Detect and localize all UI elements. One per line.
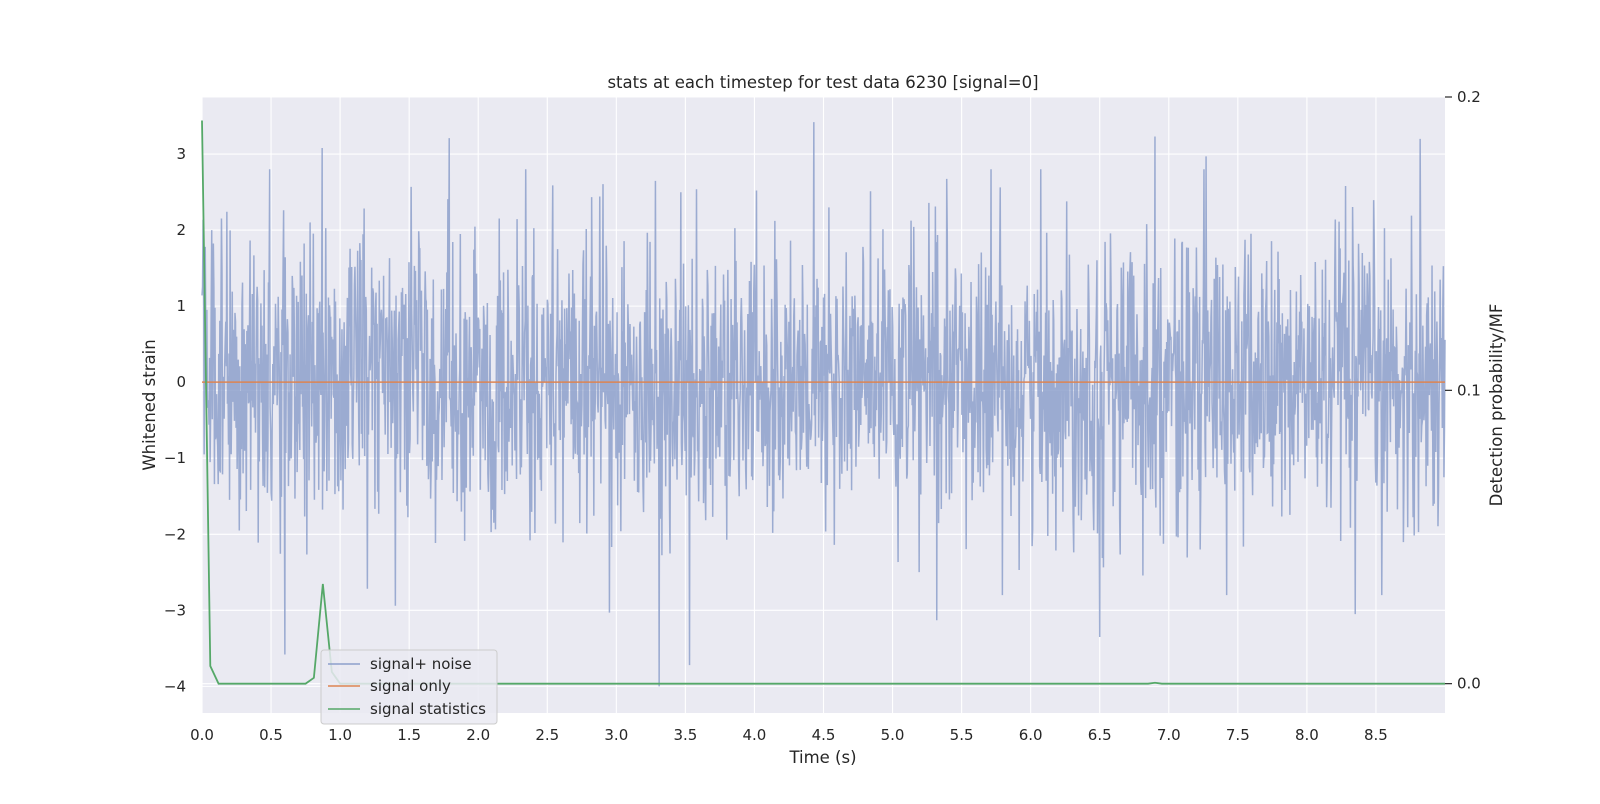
y-tick-label-6: −3 bbox=[164, 601, 186, 619]
x-tick-label-0: 0.0 bbox=[190, 726, 214, 744]
y2-tick-label-2: 0.0 bbox=[1457, 675, 1481, 693]
y-tick-label-0: 3 bbox=[176, 145, 186, 163]
y-tick-label-5: −2 bbox=[164, 525, 186, 543]
legend-label-signal-statistics: signal statistics bbox=[370, 700, 486, 718]
series-line-signal-statistics bbox=[201, 120, 1445, 685]
x-tick-label-2: 1.0 bbox=[328, 726, 352, 744]
y-tick-label-4: −1 bbox=[164, 449, 186, 467]
y2-tick-label-0: 0.2 bbox=[1457, 88, 1481, 106]
x-tick-label-10: 5.0 bbox=[881, 726, 905, 744]
x-tick-label-9: 4.5 bbox=[812, 726, 836, 744]
x-tick-label-17: 8.5 bbox=[1364, 726, 1388, 744]
x-tick-label-13: 6.5 bbox=[1088, 726, 1112, 744]
x-tick-label-14: 7.0 bbox=[1157, 726, 1181, 744]
x-axis-ticks: 0.0 0.5 1.0 1.5 2.0 2.5 3.0 3.5 4.0 4.5 5.0 5.5 6.0 6… bbox=[190, 726, 1388, 744]
x-tick-label-8: 4.0 bbox=[743, 726, 767, 744]
y-axis-label: Whitened strain bbox=[140, 339, 159, 470]
legend: signal+ noise signal only signal statist… bbox=[320, 649, 498, 725]
x-tick-label-1: 0.5 bbox=[259, 726, 283, 744]
x-tick-label-16: 8.0 bbox=[1295, 726, 1319, 744]
x-axis-label: Time (s) bbox=[788, 748, 856, 767]
series-signal-statistics bbox=[201, 120, 1445, 685]
y-tick-label-1: 2 bbox=[176, 221, 186, 239]
x-tick-label-7: 3.5 bbox=[673, 726, 697, 744]
y-tick-label-3: 0 bbox=[176, 373, 186, 391]
legend-label-signal-noise: signal+ noise bbox=[370, 655, 472, 673]
x-tick-label-3: 1.5 bbox=[397, 726, 421, 744]
y-tick-label-2: 1 bbox=[176, 297, 186, 315]
x-tick-label-12: 6.0 bbox=[1019, 726, 1043, 744]
legend-label-signal-only: signal only bbox=[370, 677, 451, 695]
y2-tick-label-1: 0.1 bbox=[1457, 381, 1481, 399]
y2-axis-label: Detection probability/MF bbox=[1487, 304, 1506, 507]
series-signal-noise bbox=[201, 122, 1446, 687]
y-axis-ticks: 3 2 1 0 −1 −2 −3 −4 bbox=[164, 145, 186, 695]
y2-axis-ticks: 0.2 0.1 0.0 bbox=[1445, 88, 1481, 693]
x-tick-label-15: 7.5 bbox=[1226, 726, 1250, 744]
chart-title: stats at each timestep for test data 623… bbox=[607, 73, 1038, 92]
x-tick-label-5: 2.5 bbox=[535, 726, 559, 744]
series-line-signal-noise bbox=[201, 122, 1446, 687]
x-tick-label-4: 2.0 bbox=[466, 726, 490, 744]
legend-box bbox=[320, 649, 498, 725]
x-tick-label-11: 5.5 bbox=[950, 726, 974, 744]
x-tick-label-6: 3.0 bbox=[604, 726, 628, 744]
y-tick-label-7: −4 bbox=[164, 677, 186, 695]
